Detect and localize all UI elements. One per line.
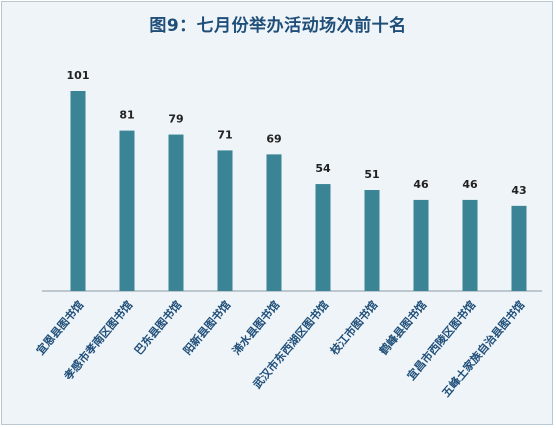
bar-7 [413,199,429,291]
data-label-1: 81 [119,109,134,122]
data-label-5: 54 [315,162,331,175]
chart-title: 图9：七月份举办活动场次前十名 [149,16,407,36]
bar-6 [364,190,380,291]
data-label-4: 69 [266,132,281,145]
data-label-9: 43 [511,184,526,197]
data-label-6: 51 [364,168,379,181]
data-label-0: 101 [67,69,90,82]
data-label-7: 46 [413,178,429,191]
bar-4 [266,154,282,291]
category-label-9: 五峰土家族自治县图书馆 [439,298,528,400]
data-label-3: 71 [217,128,232,141]
data-label-8: 46 [462,178,478,191]
bar-9 [511,205,527,291]
bar-8 [462,199,478,291]
category-label-0: 宜恩县图书馆 [33,298,86,358]
category-label-4: 浠水县图书馆 [229,298,282,358]
category-label-2: 巴东县图书馆 [131,298,184,358]
data-label-2: 79 [168,113,183,126]
bar-5 [315,184,331,291]
bar-0 [70,91,86,291]
bar-1 [119,130,135,291]
category-label-3: 阳新县图书馆 [180,298,233,358]
bar-3 [217,150,233,291]
category-label-7: 鹤峰县图书馆 [376,298,429,358]
bar-2 [168,134,184,291]
category-label-6: 枝江市图书馆 [327,298,381,358]
